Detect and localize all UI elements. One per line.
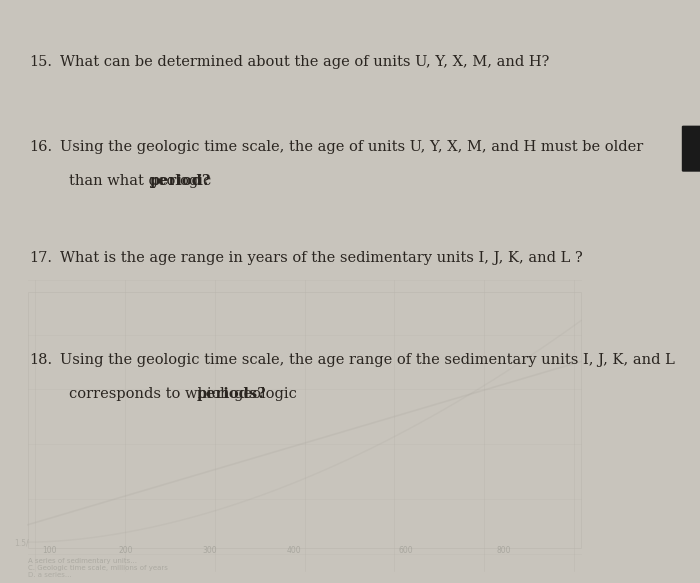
Text: than what geologic: than what geologic <box>69 174 216 188</box>
Text: What can be determined about the age of units U, Y, X, M, and H?: What can be determined about the age of … <box>60 55 549 69</box>
Text: 100: 100 <box>42 546 56 556</box>
Text: A series of sedimentary units...: A series of sedimentary units... <box>28 558 137 564</box>
Text: 200: 200 <box>119 546 133 556</box>
Bar <box>28 292 581 548</box>
Text: corresponds to which geologic: corresponds to which geologic <box>69 387 301 401</box>
Text: 15.: 15. <box>29 55 52 69</box>
Text: periods?: periods? <box>197 387 266 401</box>
Text: 18.: 18. <box>29 353 52 367</box>
Text: 17.: 17. <box>29 251 52 265</box>
Text: 600: 600 <box>399 546 413 556</box>
Text: 400: 400 <box>287 546 301 556</box>
Text: 300: 300 <box>203 546 217 556</box>
Text: 16.: 16. <box>29 140 52 154</box>
FancyBboxPatch shape <box>682 126 700 171</box>
Text: C. Geologic time scale, millions of years: C. Geologic time scale, millions of year… <box>28 565 168 571</box>
Text: 800: 800 <box>497 546 511 556</box>
Text: Using the geologic time scale, the age range of the sedimentary units I, J, K, a: Using the geologic time scale, the age r… <box>60 353 674 367</box>
Text: period?: period? <box>150 174 211 188</box>
Text: Using the geologic time scale, the age of units U, Y, X, M, and H must be older: Using the geologic time scale, the age o… <box>60 140 643 154</box>
Text: What is the age range in years of the sedimentary units I, J, K, and L ?: What is the age range in years of the se… <box>60 251 582 265</box>
Text: D. a series...: D. a series... <box>28 572 71 578</box>
Text: 1.5/: 1.5/ <box>14 538 29 547</box>
